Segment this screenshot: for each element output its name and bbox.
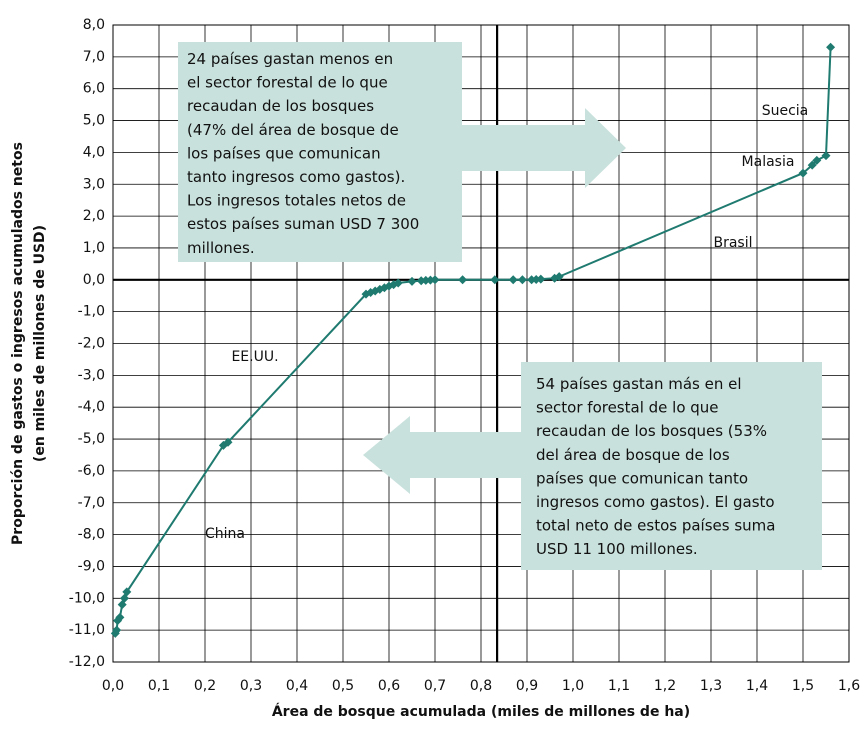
text-box-line: 24 países gastan menos en xyxy=(187,50,393,68)
y-tick-label: 6,0 xyxy=(83,81,105,97)
y-axis-title: (en miles de millones de USD) xyxy=(32,225,48,462)
data-point xyxy=(807,160,817,170)
data-point xyxy=(812,155,822,165)
text-box-bg xyxy=(521,362,822,570)
x-tick-label: 0,0 xyxy=(102,678,124,694)
y-tick-label: -5,0 xyxy=(78,431,105,447)
x-tick-label: 0,3 xyxy=(240,678,262,694)
y-tick-label: 2,0 xyxy=(83,208,105,224)
data-point xyxy=(122,587,132,597)
y-tick-label: -12,0 xyxy=(69,654,105,670)
data-point xyxy=(821,151,831,161)
data-point xyxy=(112,625,122,635)
y-tick-label: -11,0 xyxy=(69,622,105,638)
y-tick-label: 5,0 xyxy=(83,113,105,129)
x-tick-label: 1,5 xyxy=(792,678,814,694)
text-box-line: el sector forestal de lo que xyxy=(187,74,388,92)
text-box-line: tanto ingresos como gastos). xyxy=(187,168,405,186)
data-point xyxy=(826,42,836,52)
x-tick-label: 0,6 xyxy=(378,678,400,694)
text-box-line: 54 países gastan más en el xyxy=(536,375,742,393)
data-point xyxy=(407,276,417,286)
x-tick-label: 0,7 xyxy=(424,678,446,694)
plot-frame xyxy=(112,24,850,663)
data-point xyxy=(798,168,808,178)
x-tick-label: 1,0 xyxy=(562,678,584,694)
y-tick-label: 0,0 xyxy=(83,272,105,288)
data-point xyxy=(115,612,125,622)
text-box-line: ingresos como gastos). El gasto xyxy=(536,493,775,511)
data-point xyxy=(554,272,564,282)
data-point xyxy=(393,278,403,288)
data-point xyxy=(536,274,546,284)
y-tick-label: -8,0 xyxy=(78,527,105,543)
text-box-line: (47% del área de bosque de xyxy=(187,121,399,139)
text-box-line: estos países suman USD 7 300 xyxy=(187,215,419,233)
data-point xyxy=(508,275,518,285)
annotation: China xyxy=(205,526,245,542)
y-tick-label: -9,0 xyxy=(78,558,105,574)
annotation: Malasia xyxy=(742,154,795,170)
y-tick-label: 4,0 xyxy=(83,144,105,160)
x-tick-label: 1,3 xyxy=(700,678,722,694)
text-box-line: países que comunican tanto xyxy=(536,469,748,487)
arrow-left xyxy=(363,416,523,494)
text-box-line: total neto de estos países suma xyxy=(536,517,775,535)
y-tick-label: 7,0 xyxy=(83,49,105,65)
data-point xyxy=(517,275,527,285)
y-tick-label: -4,0 xyxy=(78,399,105,415)
text-box: 54 países gastan más en el sector foresta… xyxy=(521,362,822,570)
x-axis-title: Área de bosque acumulada (miles de millo… xyxy=(272,703,690,720)
y-tick-label: -10,0 xyxy=(69,590,105,606)
data-point xyxy=(458,275,468,285)
x-tick-label: 1,2 xyxy=(654,678,676,694)
text-box-line: millones. xyxy=(187,239,255,257)
data-point xyxy=(223,437,233,447)
y-tick-label: -1,0 xyxy=(78,304,105,320)
x-tick-label: 0,1 xyxy=(148,678,170,694)
y-tick-label: -6,0 xyxy=(78,463,105,479)
y-tick-label: 3,0 xyxy=(83,176,105,192)
y-tick-label: -2,0 xyxy=(78,336,105,352)
x-tick-label: 1,6 xyxy=(838,678,860,694)
annotation: Brasil xyxy=(713,235,752,251)
x-tick-label: 0,5 xyxy=(332,678,354,694)
x-tick-label: 0,8 xyxy=(470,678,492,694)
data-point xyxy=(490,275,500,285)
x-tick-label: 1,1 xyxy=(608,678,630,694)
y-tick-label: 8,0 xyxy=(83,17,105,33)
text-box-line: Los ingresos totales netos de xyxy=(187,192,406,210)
text-box-line: sector forestal de lo que xyxy=(536,399,719,417)
x-tick-label: 0,2 xyxy=(194,678,216,694)
annotation: EE.UU. xyxy=(231,349,278,365)
text-box-line: USD 11 100 millones. xyxy=(536,540,698,558)
text-box-line: recaudan de los bosques xyxy=(187,97,374,115)
text-box-line: los países que comunican xyxy=(187,144,381,162)
annotation: Suecia xyxy=(762,103,809,119)
text-box-line: del área de bosque de los xyxy=(536,446,730,464)
data-point xyxy=(430,275,440,285)
text-box: 24 países gastan menos en el sector fores… xyxy=(178,42,462,262)
text-box-line: recaudan de los bosques (53% xyxy=(536,422,767,440)
x-tick-label: 0,9 xyxy=(516,678,538,694)
y-tick-label: -3,0 xyxy=(78,367,105,383)
arrow-right xyxy=(460,108,626,188)
text-box-bg xyxy=(178,42,462,262)
y-tick-label: -7,0 xyxy=(78,495,105,511)
x-tick-label: 1,4 xyxy=(746,678,768,694)
y-axis-title: Proporción de gastos o ingresos acumulad… xyxy=(10,142,26,545)
x-tick-label: 0,4 xyxy=(286,678,308,694)
y-tick-label: 1,0 xyxy=(83,240,105,256)
